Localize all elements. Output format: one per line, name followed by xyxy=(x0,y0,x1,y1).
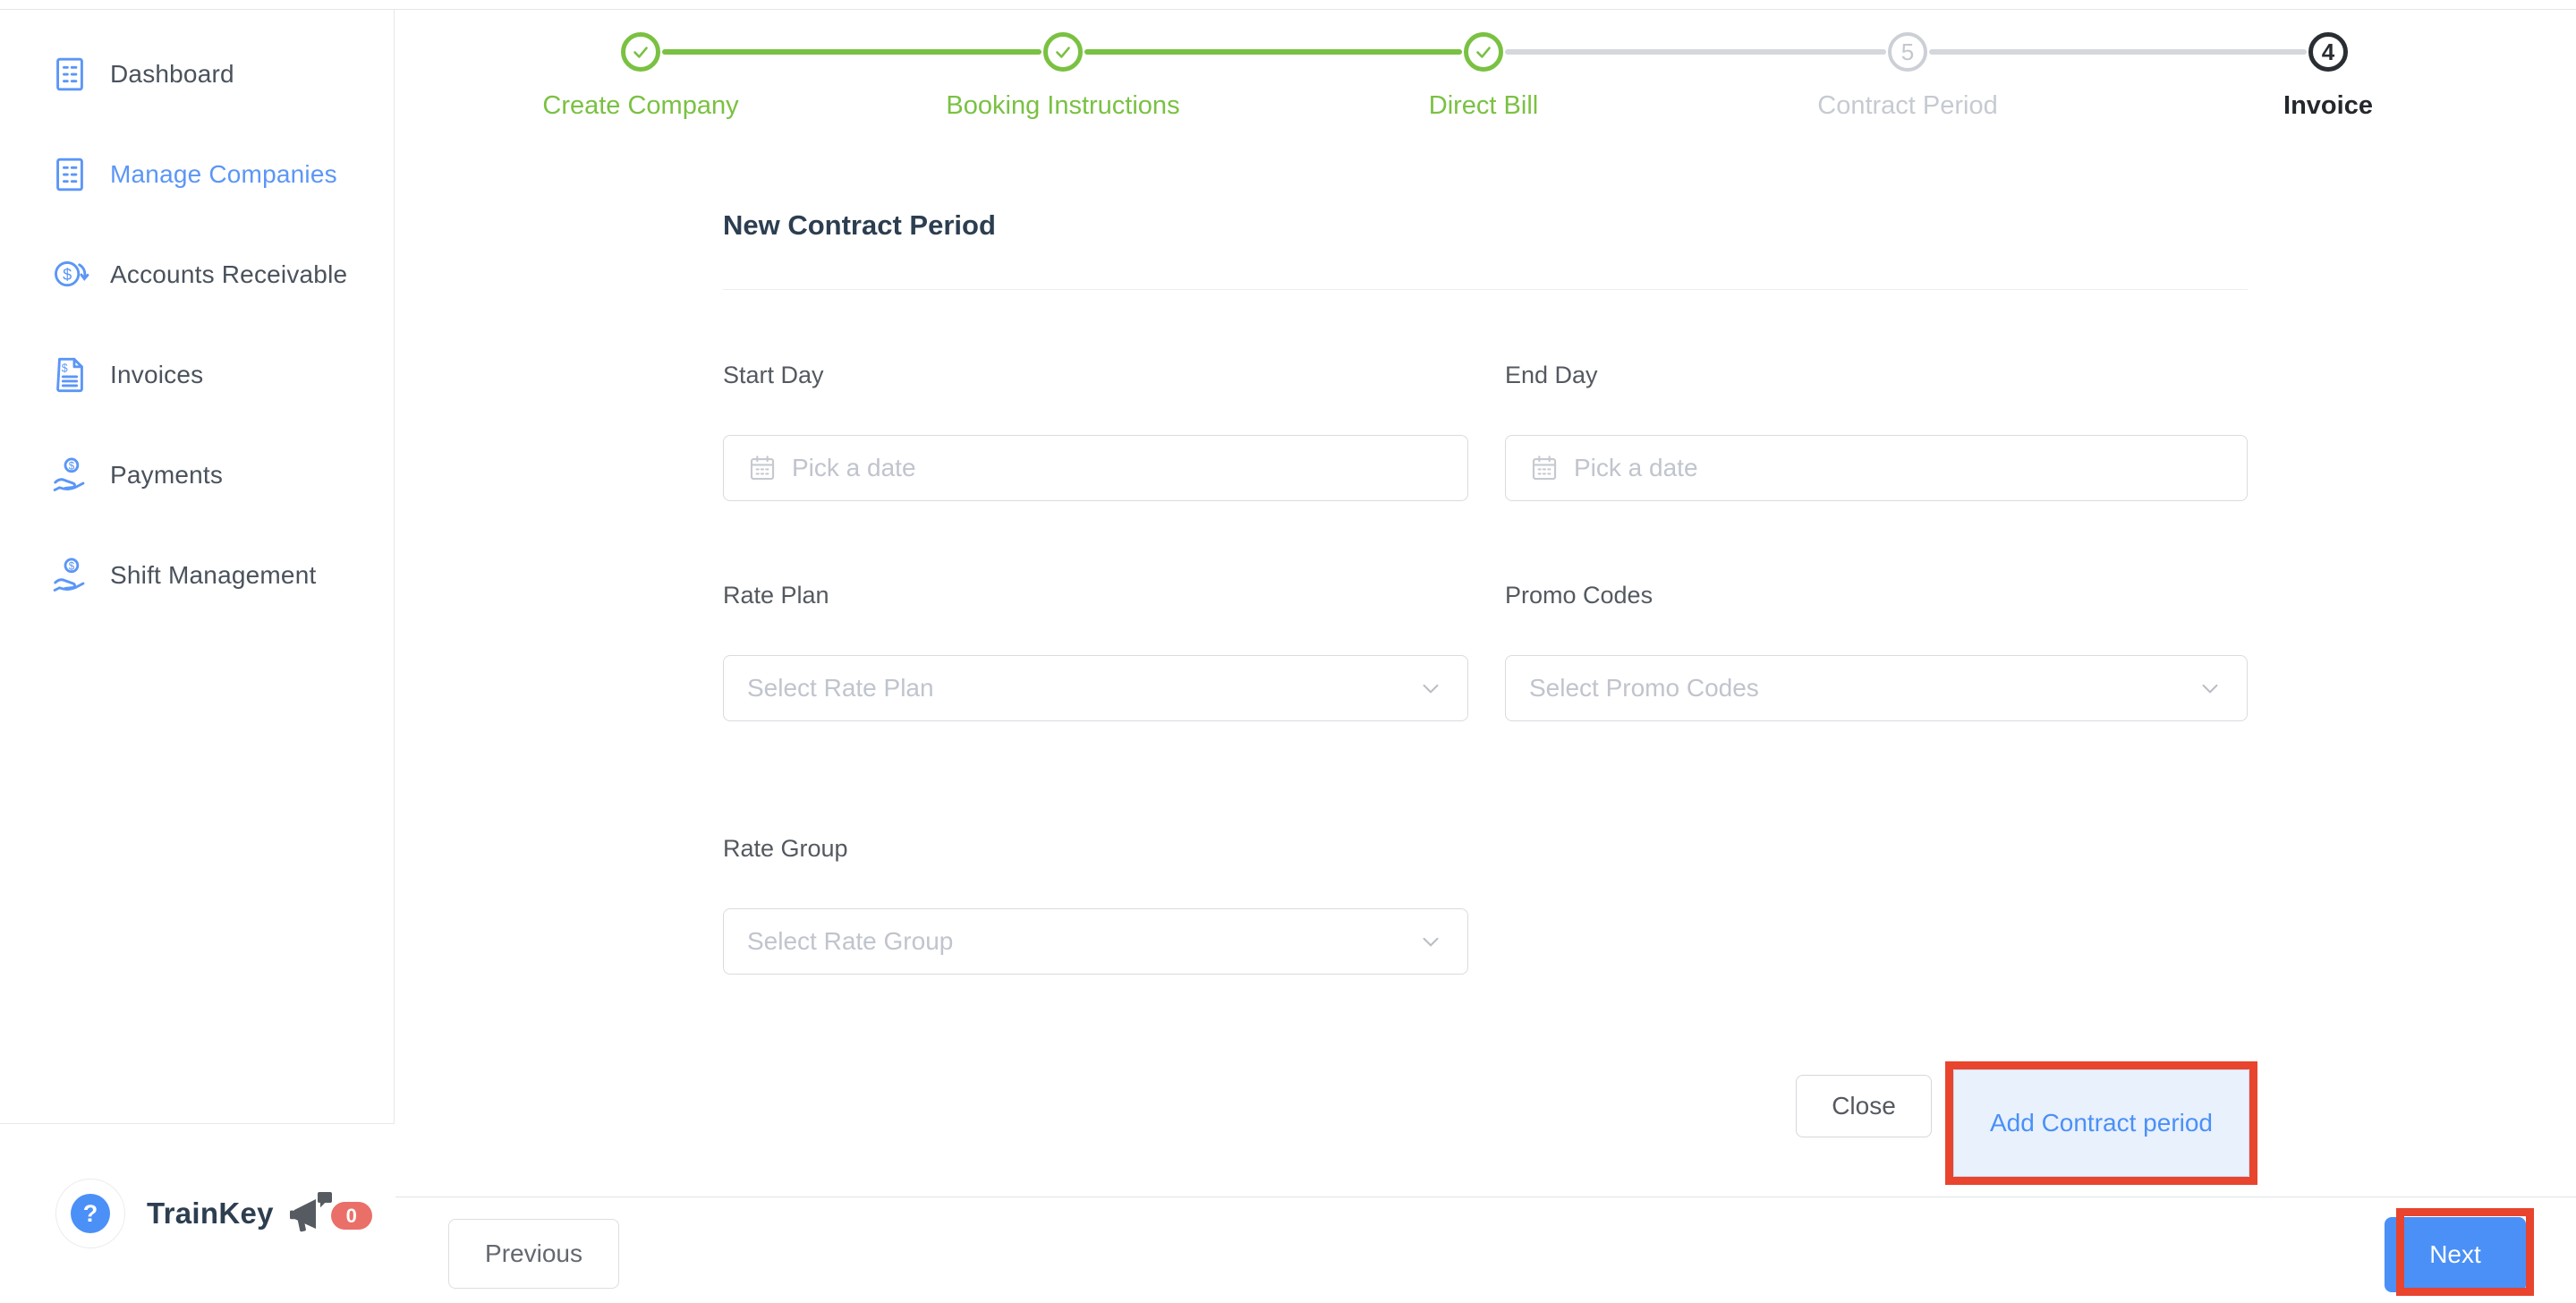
sidebar-item-label: Dashboard xyxy=(110,60,234,88)
step-circle-create-company xyxy=(621,32,660,72)
sidebar-footer: ? TrainKey 0 xyxy=(0,1123,395,1303)
field-start-day: Start Day xyxy=(723,362,1468,501)
hand-coin-icon: $ xyxy=(53,558,85,592)
svg-text:$: $ xyxy=(63,266,72,284)
field-rate-group: Rate Group Select Rate Group xyxy=(723,835,1468,975)
step-label-invoice: Invoice xyxy=(2283,91,2373,120)
sidebar-item-dashboard[interactable]: Dashboard xyxy=(0,46,394,103)
chevron-down-icon xyxy=(1423,937,1439,947)
step-circle-invoice: 4 xyxy=(2308,32,2348,72)
step-circle-contract-period: 5 xyxy=(1888,32,1927,72)
ledger-icon xyxy=(56,57,83,91)
help-button[interactable]: ? xyxy=(55,1179,125,1248)
field-label-rate-group: Rate Group xyxy=(723,835,848,862)
step-label-contract-period: Contract Period xyxy=(1817,91,1998,120)
sidebar-item-invoices[interactable]: $ Invoices xyxy=(0,346,394,404)
field-end-day: End Day xyxy=(1505,362,2248,501)
select-placeholder: Select Rate Group xyxy=(747,927,954,955)
step-circle-booking-instructions xyxy=(1043,32,1083,72)
end-day-input[interactable] xyxy=(1574,454,2223,482)
close-button[interactable]: Close xyxy=(1796,1075,1932,1137)
next-button[interactable]: Next xyxy=(2385,1217,2526,1292)
step-connector xyxy=(1505,49,1886,55)
select-placeholder: Select Promo Codes xyxy=(1529,674,1759,702)
step-label-booking-instructions: Booking Instructions xyxy=(946,91,1180,120)
notification-badge: 0 xyxy=(330,1202,372,1230)
step-number: 5 xyxy=(1900,38,1915,65)
chevron-down-icon xyxy=(2202,684,2218,694)
hand-coin-icon: $ xyxy=(53,457,85,491)
check-icon xyxy=(1476,47,1491,58)
select-placeholder: Select Rate Plan xyxy=(747,674,934,702)
svg-text:$: $ xyxy=(62,362,68,375)
svg-text:$: $ xyxy=(69,461,75,472)
previous-button[interactable]: Previous xyxy=(448,1219,619,1289)
calendar-icon xyxy=(1532,456,1557,481)
svg-text:$: $ xyxy=(69,561,75,572)
sidebar-item-label: Payments xyxy=(110,461,224,489)
title-divider xyxy=(723,289,2248,290)
step-circle-direct-bill xyxy=(1464,32,1503,72)
sidebar-item-label: Accounts Receivable xyxy=(110,260,348,288)
step-label-direct-bill: Direct Bill xyxy=(1428,91,1539,120)
brand-title: TrainKey xyxy=(147,1197,274,1230)
field-rate-plan: Rate Plan Select Rate Plan xyxy=(723,582,1468,721)
top-divider xyxy=(0,9,2576,10)
sidebar-item-label: Shift Management xyxy=(110,561,317,589)
field-promo-codes: Promo Codes Select Promo Codes xyxy=(1505,582,2248,721)
sidebar: Dashboard Manage Companies $ Ac xyxy=(0,10,395,1303)
start-day-input[interactable] xyxy=(792,454,1444,482)
calendar-icon xyxy=(750,456,775,481)
step-number: 4 xyxy=(2321,38,2335,65)
announcements-button[interactable]: 0 xyxy=(286,1186,372,1241)
step-connector xyxy=(1084,49,1462,55)
field-label-end-day: End Day xyxy=(1505,362,1598,388)
question-mark-icon: ? xyxy=(71,1194,110,1233)
annotation-highlight-add-contract: Add Contract period xyxy=(1945,1061,2257,1185)
promo-codes-select[interactable]: Select Promo Codes xyxy=(1505,655,2248,721)
field-label-start-day: Start Day xyxy=(723,362,824,388)
sidebar-item-label: Invoices xyxy=(110,361,204,388)
start-day-date-input[interactable] xyxy=(723,435,1468,501)
step-connector xyxy=(1929,49,2307,55)
check-icon xyxy=(1056,47,1070,58)
sidebar-item-accounts-receivable[interactable]: $ Accounts Receivable xyxy=(0,246,394,303)
dollar-arrow-icon: $ xyxy=(55,260,89,287)
sidebar-nav: Dashboard Manage Companies $ Ac xyxy=(0,10,394,604)
megaphone-icon xyxy=(289,1192,332,1232)
field-label-rate-plan: Rate Plan xyxy=(723,582,829,609)
rate-group-select[interactable]: Select Rate Group xyxy=(723,908,1468,975)
sidebar-item-shift-management[interactable]: $ Shift Management xyxy=(0,547,394,604)
chevron-down-icon xyxy=(1423,684,1439,694)
step-label-create-company: Create Company xyxy=(542,91,739,120)
step-connector xyxy=(662,49,1041,55)
field-label-promo-codes: Promo Codes xyxy=(1505,582,1654,609)
sidebar-item-manage-companies[interactable]: Manage Companies xyxy=(0,146,394,203)
rate-plan-select[interactable]: Select Rate Plan xyxy=(723,655,1468,721)
check-icon xyxy=(633,47,648,58)
invoice-icon: $ xyxy=(56,357,83,393)
page-title: New Contract Period xyxy=(723,209,996,241)
add-contract-period-button[interactable]: Add Contract period xyxy=(1953,1069,2249,1177)
sidebar-item-label: Manage Companies xyxy=(110,160,337,188)
end-day-date-input[interactable] xyxy=(1505,435,2248,501)
ledger-icon xyxy=(56,158,83,192)
sidebar-item-payments[interactable]: $ Payments xyxy=(0,447,394,504)
